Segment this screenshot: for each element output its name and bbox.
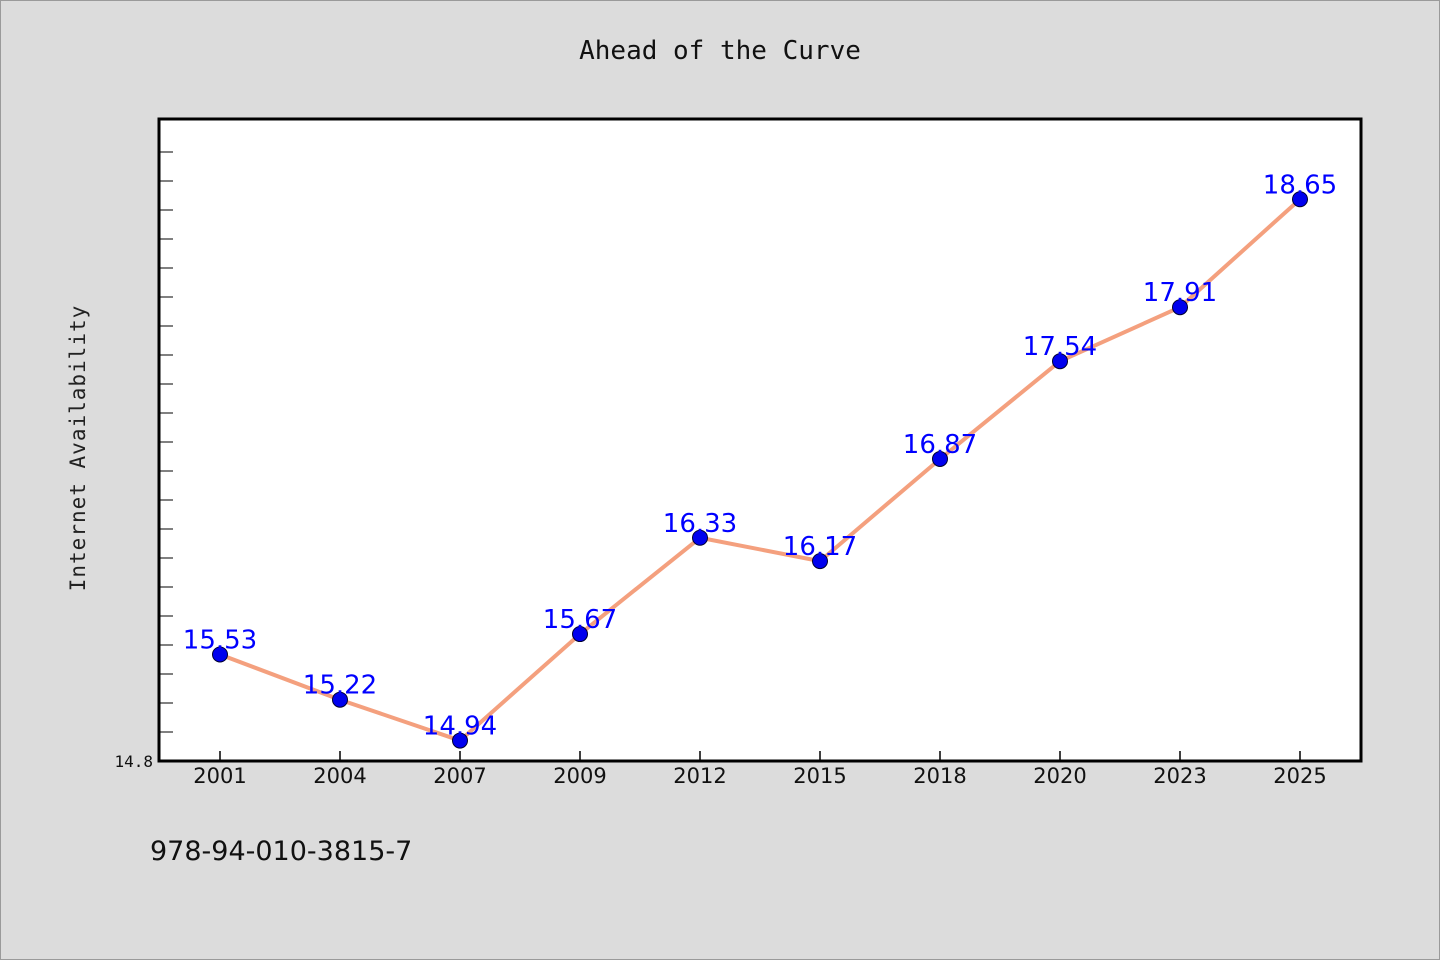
data-point	[452, 732, 468, 749]
x-tick-label: 2023	[1153, 764, 1206, 788]
x-tick-label: 2020	[1033, 764, 1086, 788]
y-tick-label: 14.8	[114, 752, 153, 771]
data-point	[1052, 353, 1068, 370]
plot-area	[157, 117, 1363, 763]
data-label: 16.17	[783, 532, 857, 562]
data-label: 14.94	[423, 712, 497, 742]
data-label: 15.67	[543, 605, 617, 635]
chart-title: Ahead of the Curve	[579, 36, 861, 66]
x-tick-label: 2015	[793, 764, 846, 788]
x-tick-label: 2025	[1273, 764, 1326, 788]
data-label: 17.54	[1023, 332, 1097, 362]
series-layer: 15.53 15.22 14.94 15.67 16.33 16.17 16.87 17.54…	[183, 170, 1337, 749]
data-point	[692, 529, 708, 546]
data-label: 15.22	[303, 671, 377, 701]
data-label: 16.33	[663, 509, 737, 539]
x-tick-label: 2018	[913, 764, 966, 788]
series-line	[219, 197, 1302, 743]
data-label: 16.87	[903, 430, 977, 460]
x-axis: 2001 2004 2007 2009 2012 2015 2018 2020 2023 2025	[193, 751, 1327, 788]
x-tick-label: 2009	[553, 764, 606, 788]
x-tick-label: 2007	[433, 764, 486, 788]
footer-code: 978-94-010-3815-7	[150, 836, 413, 867]
x-tick-label: 2001	[193, 764, 246, 788]
x-tick-label: 2012	[673, 764, 726, 788]
data-point	[212, 646, 228, 663]
data-label: 17.91	[1143, 278, 1217, 308]
data-point	[572, 626, 588, 643]
data-point	[932, 450, 948, 467]
data-label: 15.53	[183, 625, 257, 655]
data-point	[1172, 299, 1188, 316]
data-label: 18.65	[1263, 170, 1337, 200]
data-point	[1292, 191, 1308, 208]
data-point	[332, 691, 348, 708]
data-point	[812, 553, 828, 570]
x-tick-label: 2004	[313, 764, 366, 788]
y-axis-ticks: 14.8	[114, 151, 173, 771]
